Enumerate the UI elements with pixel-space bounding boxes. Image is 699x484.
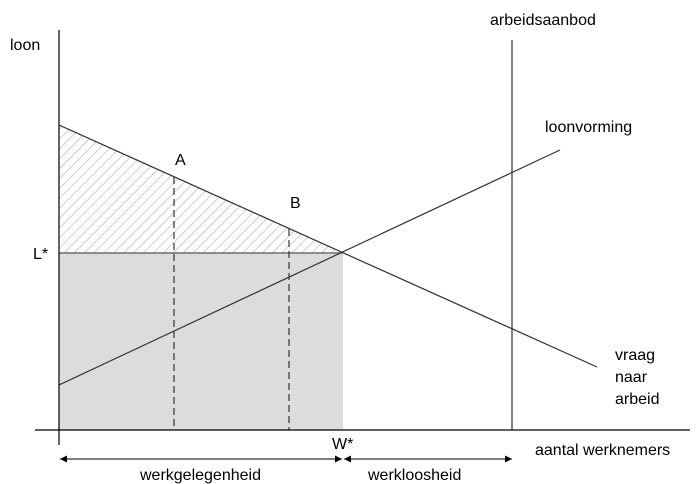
point-a: A <box>175 152 186 169</box>
wage-label: L* <box>33 246 48 263</box>
demand-label: vraag <box>615 347 655 364</box>
demand-label: arbeid <box>615 391 659 408</box>
demand-label: naar <box>615 369 648 386</box>
y-label: loon <box>10 37 40 54</box>
x-label: aantal werknemers <box>535 442 670 459</box>
wage-formation-label: loonvorming <box>545 119 632 136</box>
gray-area <box>59 253 343 430</box>
demand-line <box>58 124 598 368</box>
supply-label: arbeidsaanbod <box>490 12 596 29</box>
wage-formation-line <box>58 149 561 386</box>
employment-range: werkgelegenheid <box>139 467 261 484</box>
unemployment-range: werkloosheid <box>367 467 461 484</box>
employment-label: W* <box>332 436 353 453</box>
point-b: B <box>290 195 301 212</box>
